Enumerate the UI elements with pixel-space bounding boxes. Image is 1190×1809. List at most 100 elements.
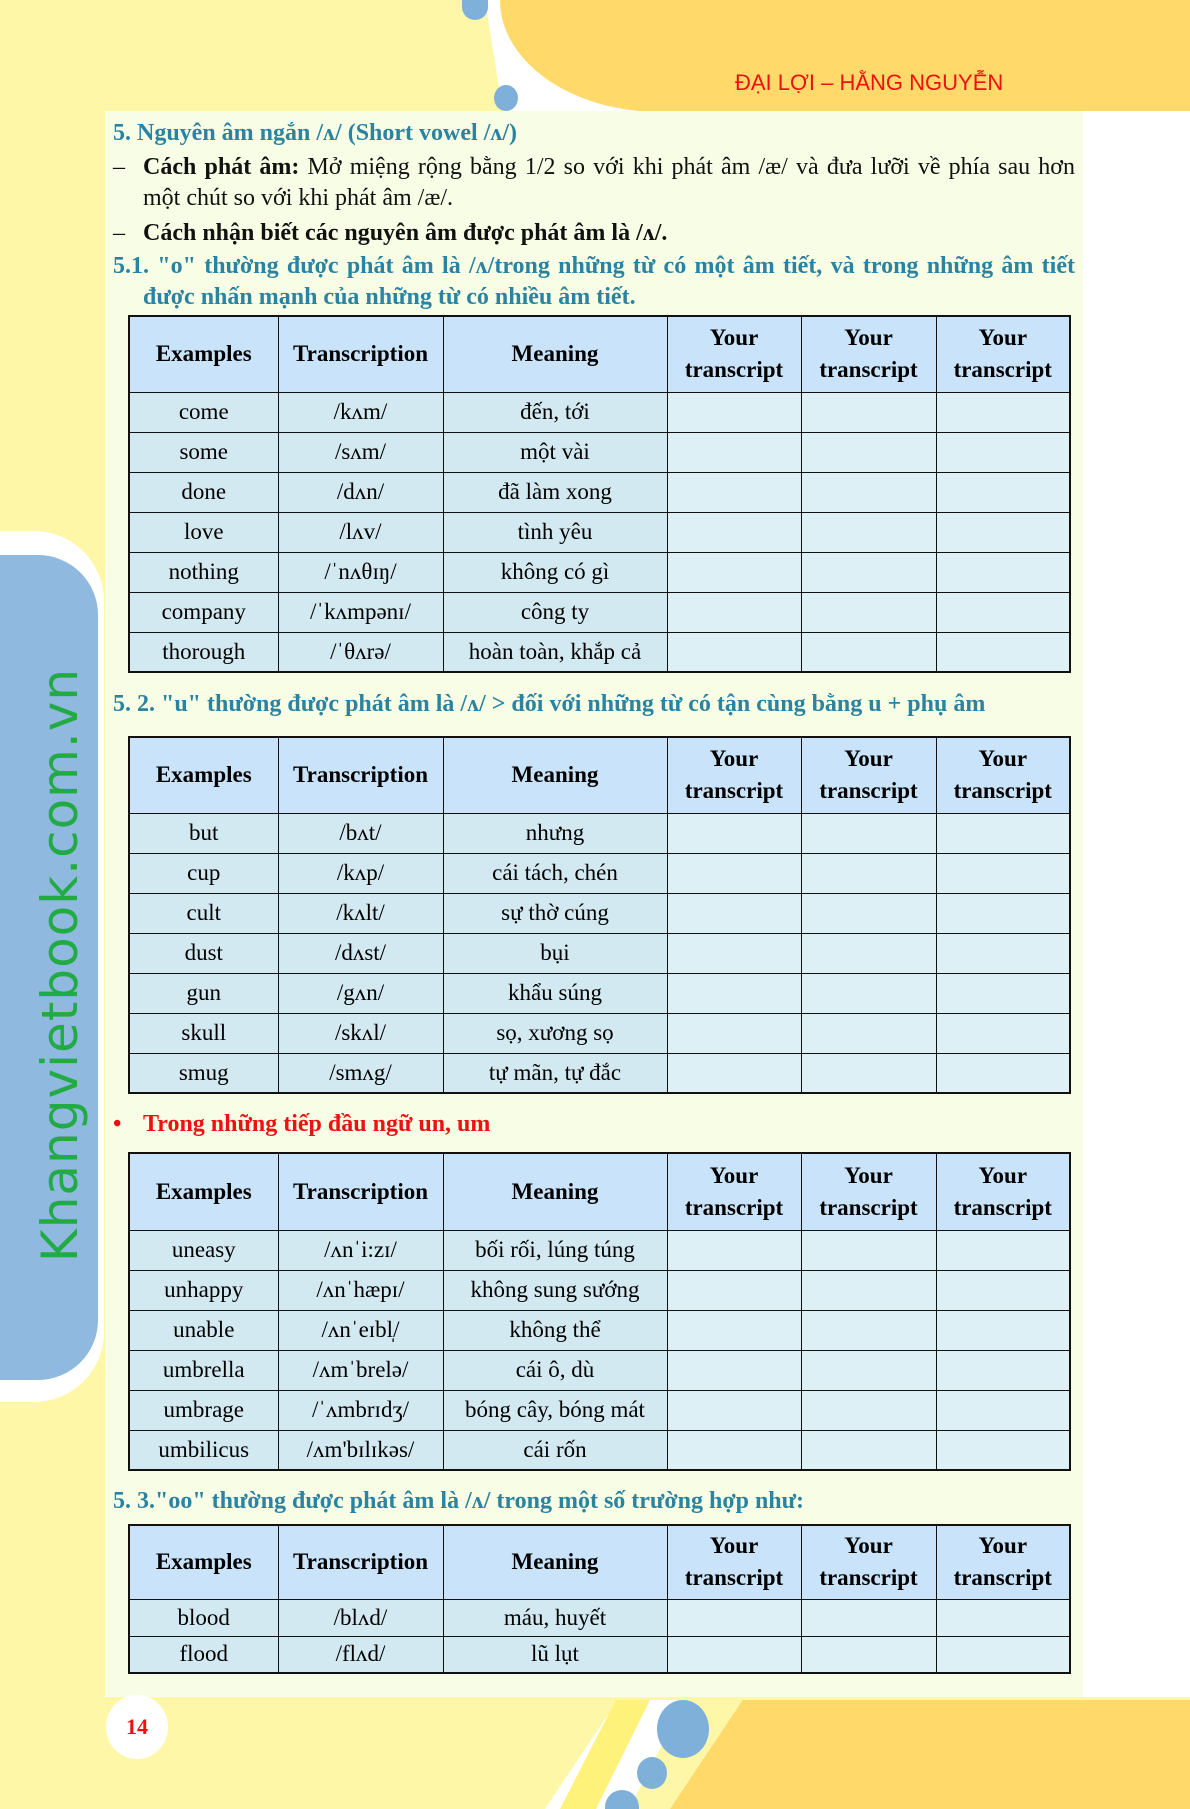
your-transcript-cell[interactable] — [800, 471, 937, 513]
your-transcript-cell[interactable] — [666, 1598, 802, 1637]
column-header: Meaning — [442, 315, 668, 393]
your-transcript-cell[interactable] — [666, 1229, 802, 1271]
transcription-cell: /dʌst/ — [277, 932, 444, 974]
your-transcript-cell[interactable] — [666, 471, 802, 513]
your-transcript-cell[interactable] — [800, 391, 937, 433]
meaning-cell: cái rốn — [442, 1429, 668, 1471]
your-transcript-cell[interactable] — [935, 471, 1071, 513]
example-word-cell: some — [128, 431, 279, 473]
your-transcript-cell[interactable] — [935, 812, 1071, 854]
page-number: 14 — [106, 1695, 168, 1759]
your-transcript-cell[interactable] — [666, 391, 802, 433]
table-row: umbrella/ʌmˈbrelə/cái ô, dù — [128, 1349, 1071, 1391]
your-transcript-cell[interactable] — [935, 932, 1071, 974]
your-transcript-cell[interactable] — [800, 591, 937, 633]
your-transcript-cell[interactable] — [800, 852, 937, 894]
your-transcript-cell[interactable] — [666, 1309, 802, 1351]
your-transcript-cell[interactable] — [666, 431, 802, 473]
your-transcript-cell[interactable] — [800, 1052, 937, 1094]
decor-dot — [637, 1757, 667, 1789]
your-transcript-cell[interactable] — [800, 1349, 937, 1391]
column-header: Transcription — [277, 736, 444, 814]
your-transcript-cell[interactable] — [800, 1429, 937, 1471]
your-transcript-cell[interactable] — [935, 1429, 1071, 1471]
table-header-row: Examples Transcription Meaning Your transcr… — [128, 1524, 1071, 1600]
your-transcript-cell[interactable] — [935, 1269, 1071, 1311]
meaning-cell: tự mãn, tự đắc — [442, 1052, 668, 1094]
table-row: company/ˈkʌmpənɪ/công ty — [128, 591, 1071, 633]
dash-bullet: – — [113, 154, 125, 180]
your-transcript-cell[interactable] — [935, 551, 1071, 593]
your-transcript-cell[interactable] — [666, 591, 802, 633]
your-transcript-cell[interactable] — [935, 1598, 1071, 1637]
meaning-cell: đã làm xong — [442, 471, 668, 513]
your-transcript-cell[interactable] — [935, 1052, 1071, 1094]
your-transcript-cell[interactable] — [935, 1012, 1071, 1054]
column-header: Your transcript — [800, 736, 937, 814]
column-header: Your transcript — [935, 315, 1071, 393]
your-transcript-cell[interactable] — [666, 551, 802, 593]
transcription-cell: /smʌg/ — [277, 1052, 444, 1094]
subsection-heading-5-2: 5. 2. "u" thường được phát âm là /ʌ/ > đ… — [113, 691, 986, 717]
your-transcript-cell[interactable] — [666, 1012, 802, 1054]
meaning-cell: hoàn toàn, khắp cả — [442, 631, 668, 673]
your-transcript-cell[interactable] — [800, 1012, 937, 1054]
your-transcript-cell[interactable] — [666, 812, 802, 854]
your-transcript-cell[interactable] — [800, 812, 937, 854]
your-transcript-cell[interactable] — [800, 1389, 937, 1431]
your-transcript-cell[interactable] — [935, 892, 1071, 934]
your-transcript-cell[interactable] — [666, 1269, 802, 1311]
table-row: uneasy/ʌnˈi:zɪ/bối rối, lúng túng — [128, 1229, 1071, 1271]
your-transcript-cell[interactable] — [800, 511, 937, 553]
your-transcript-cell[interactable] — [800, 551, 937, 593]
vocab-table: Examples Transcription Meaning Your transcr… — [128, 1524, 1071, 1674]
author-header: ĐẠI LỢI – HẰNG NGUYỄN — [735, 70, 1004, 95]
your-transcript-cell[interactable] — [800, 1229, 937, 1271]
your-transcript-cell[interactable] — [935, 1635, 1071, 1674]
your-transcript-cell[interactable] — [800, 431, 937, 473]
your-transcript-cell[interactable] — [666, 852, 802, 894]
your-transcript-cell[interactable] — [800, 1635, 937, 1674]
meaning-cell: lũ lụt — [442, 1635, 668, 1674]
pronunciation-text: Cách phát âm: Mở miệng rộng bằng 1/2 so … — [143, 152, 1075, 214]
your-transcript-cell[interactable] — [935, 1349, 1071, 1391]
decor-dot — [605, 1790, 639, 1809]
your-transcript-cell[interactable] — [935, 591, 1071, 633]
your-transcript-cell[interactable] — [800, 631, 937, 673]
your-transcript-cell[interactable] — [800, 1598, 937, 1637]
your-transcript-cell[interactable] — [935, 511, 1071, 553]
column-header: Meaning — [442, 1152, 668, 1231]
table-header-row: Examples Transcription Meaning Your transcr… — [128, 736, 1071, 814]
your-transcript-cell[interactable] — [666, 1389, 802, 1431]
your-transcript-cell[interactable] — [800, 972, 937, 1014]
your-transcript-cell[interactable] — [666, 892, 802, 934]
your-transcript-cell[interactable] — [935, 852, 1071, 894]
your-transcript-cell[interactable] — [935, 391, 1071, 433]
your-transcript-cell[interactable] — [800, 932, 937, 974]
your-transcript-cell[interactable] — [666, 511, 802, 553]
your-transcript-cell[interactable] — [935, 972, 1071, 1014]
subsection-heading-5-3: 5. 3."oo" thường được phát âm là /ʌ/ tro… — [113, 1488, 805, 1514]
your-transcript-cell[interactable] — [666, 1429, 802, 1471]
your-transcript-cell[interactable] — [666, 932, 802, 974]
table-row: umbrage/ˈʌmbrɪdʒ/bóng cây, bóng mát — [128, 1389, 1071, 1431]
your-transcript-cell[interactable] — [666, 1635, 802, 1674]
transcription-cell: /kʌlt/ — [277, 892, 444, 934]
table-header-row: Examples Transcription Meaning Your transcr… — [128, 1152, 1071, 1231]
your-transcript-cell[interactable] — [666, 1052, 802, 1094]
example-word-cell: smug — [128, 1052, 279, 1094]
example-word-cell: unable — [128, 1309, 279, 1351]
your-transcript-cell[interactable] — [935, 631, 1071, 673]
your-transcript-cell[interactable] — [935, 1389, 1071, 1431]
your-transcript-cell[interactable] — [935, 1229, 1071, 1271]
vocab-table: Examples Transcription Meaning Your transcr… — [128, 315, 1071, 673]
example-word-cell: skull — [128, 1012, 279, 1054]
your-transcript-cell[interactable] — [800, 1269, 937, 1311]
your-transcript-cell[interactable] — [666, 972, 802, 1014]
your-transcript-cell[interactable] — [800, 1309, 937, 1351]
your-transcript-cell[interactable] — [800, 892, 937, 934]
your-transcript-cell[interactable] — [666, 1349, 802, 1391]
your-transcript-cell[interactable] — [935, 431, 1071, 473]
your-transcript-cell[interactable] — [666, 631, 802, 673]
your-transcript-cell[interactable] — [935, 1309, 1071, 1351]
